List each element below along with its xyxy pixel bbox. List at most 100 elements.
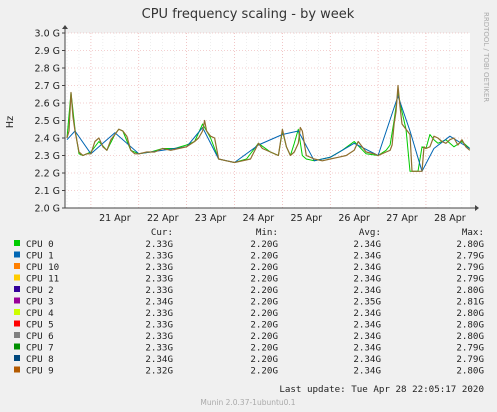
legend-max-value: 2.79G bbox=[456, 274, 484, 285]
legend-avg-value: 2.34G bbox=[353, 285, 381, 296]
legend-series-name: CPU 10 bbox=[26, 262, 59, 273]
legend-avg-value: 2.34G bbox=[353, 262, 381, 273]
y-tick-label: 2.6 G bbox=[35, 99, 61, 110]
legend-cur-value: 2.34G bbox=[145, 354, 173, 365]
legend-min-value: 2.20G bbox=[250, 320, 278, 331]
legend-swatch bbox=[14, 309, 20, 315]
legend-cur-value: 2.33G bbox=[145, 331, 173, 342]
legend-cur-value: 2.33G bbox=[145, 251, 173, 262]
legend-min-value: 2.20G bbox=[250, 274, 278, 285]
legend-swatch bbox=[14, 263, 20, 269]
legend-min-value: 2.20G bbox=[250, 331, 278, 342]
x-tick-label: 26 Apr bbox=[338, 213, 370, 224]
chart-title: CPU frequency scaling - by week bbox=[142, 7, 355, 22]
legend-avg-value: 2.34G bbox=[353, 251, 381, 262]
legend-cur-value: 2.34G bbox=[145, 297, 173, 308]
legend-max-value: 2.80G bbox=[456, 285, 484, 296]
x-tick-label: 21 Apr bbox=[99, 213, 131, 224]
legend-series-name: CPU 5 bbox=[26, 320, 54, 331]
legend-series-name: CPU 4 bbox=[26, 308, 54, 319]
legend-min-value: 2.20G bbox=[250, 285, 278, 296]
x-axis-arrow bbox=[475, 205, 479, 211]
legend-cur-value: 2.33G bbox=[145, 308, 173, 319]
legend-min-value: 2.20G bbox=[250, 354, 278, 365]
legend-swatch bbox=[14, 343, 20, 350]
series-line bbox=[66, 84, 471, 172]
x-tick-label: 27 Apr bbox=[386, 213, 418, 224]
legend-swatch bbox=[14, 332, 20, 338]
legend-swatch bbox=[14, 286, 20, 292]
x-tick-label: 28 Apr bbox=[434, 213, 466, 224]
legend-header: Cur: bbox=[151, 227, 173, 238]
legend-max-value: 2.79G bbox=[456, 251, 484, 262]
legend-avg-value: 2.34G bbox=[353, 354, 381, 365]
legend-series-name: CPU 1 bbox=[26, 251, 54, 262]
legend-min-value: 2.20G bbox=[250, 251, 278, 262]
legend-swatch bbox=[14, 366, 20, 373]
legend-series-name: CPU 6 bbox=[26, 331, 54, 342]
legend-cur-value: 2.33G bbox=[145, 274, 173, 285]
legend-cur-value: 2.33G bbox=[145, 285, 173, 296]
y-tick-label: 2.0 G bbox=[35, 204, 61, 215]
last-update: Last update: Tue Apr 28 22:05:17 2020 bbox=[279, 384, 484, 395]
legend-cur-value: 2.33G bbox=[145, 262, 173, 273]
legend-avg-value: 2.34G bbox=[353, 343, 381, 354]
legend-avg-value: 2.34G bbox=[353, 274, 381, 285]
legend-series-name: CPU 8 bbox=[26, 354, 54, 365]
legend-max-value: 2.80G bbox=[456, 331, 484, 342]
x-tick-label: 24 Apr bbox=[243, 213, 275, 224]
legend-header: Max: bbox=[462, 227, 484, 238]
legend-series-name: CPU 7 bbox=[26, 343, 54, 354]
x-tick-label: 25 Apr bbox=[291, 213, 323, 224]
legend-max-value: 2.80G bbox=[456, 366, 484, 377]
y-axis-label: Hz bbox=[5, 116, 16, 128]
legend-avg-value: 2.34G bbox=[353, 366, 381, 377]
y-tick-label: 2.7 G bbox=[35, 81, 61, 92]
legend-swatch bbox=[14, 274, 20, 281]
legend-swatch bbox=[14, 251, 20, 258]
legend-min-value: 2.20G bbox=[250, 343, 278, 354]
y-tick-label: 2.8 G bbox=[35, 64, 61, 75]
legend-cur-value: 2.33G bbox=[145, 320, 173, 331]
legend-min-value: 2.20G bbox=[250, 262, 278, 273]
legend-min-value: 2.20G bbox=[250, 308, 278, 319]
munin-version: Munin 2.0.37-1ubuntu0.1 bbox=[200, 398, 295, 407]
grid bbox=[65, 32, 470, 208]
rrdtool-credit: RRDTOOL / TOBI OETIKER bbox=[482, 12, 490, 102]
axes: 2.0 G 2.1 G 2.2 G 2.3 G 2.4 G 2.5 G 2.6 G 2.7 G… bbox=[35, 25, 479, 224]
legend-min-value: 2.20G bbox=[250, 366, 278, 377]
y-tick-label: 2.1 G bbox=[35, 186, 61, 197]
legend-max-value: 2.80G bbox=[456, 239, 484, 250]
legend-max-value: 2.80G bbox=[456, 308, 484, 319]
x-tick-label: 23 Apr bbox=[195, 213, 227, 224]
legend-avg-value: 2.34G bbox=[353, 239, 381, 250]
series-lines bbox=[66, 84, 471, 172]
legend-swatch bbox=[14, 320, 20, 327]
y-tick-label: 3.0 G bbox=[35, 29, 61, 40]
series-line bbox=[66, 95, 471, 172]
legend-swatch bbox=[14, 240, 20, 246]
legend-series-name: CPU 0 bbox=[26, 239, 54, 250]
legend-cur-value: 2.33G bbox=[145, 239, 173, 250]
x-tick-label: 22 Apr bbox=[147, 213, 179, 224]
y-axis-arrow bbox=[62, 25, 68, 29]
legend: Cur: Min: Avg: Max: CPU 0 2.33G 2.20G 2.34G 2.80… bbox=[14, 227, 484, 377]
legend-swatch bbox=[14, 355, 20, 361]
legend-max-value: 2.79G bbox=[456, 354, 484, 365]
legend-header: Min: bbox=[256, 227, 278, 238]
legend-swatch bbox=[14, 297, 20, 304]
plot-area bbox=[65, 33, 470, 208]
legend-series-name: CPU 2 bbox=[26, 285, 54, 296]
legend-series-name: CPU 9 bbox=[26, 366, 54, 377]
legend-series-name: CPU 11 bbox=[26, 274, 59, 285]
y-tick-label: 2.2 G bbox=[35, 169, 61, 180]
y-tick-label: 2.3 G bbox=[35, 151, 61, 162]
legend-header: Avg: bbox=[359, 227, 381, 238]
legend-min-value: 2.20G bbox=[250, 239, 278, 250]
legend-series-name: CPU 3 bbox=[26, 297, 54, 308]
legend-avg-value: 2.34G bbox=[353, 331, 381, 342]
y-tick-label: 2.5 G bbox=[35, 116, 61, 127]
legend-min-value: 2.20G bbox=[250, 297, 278, 308]
